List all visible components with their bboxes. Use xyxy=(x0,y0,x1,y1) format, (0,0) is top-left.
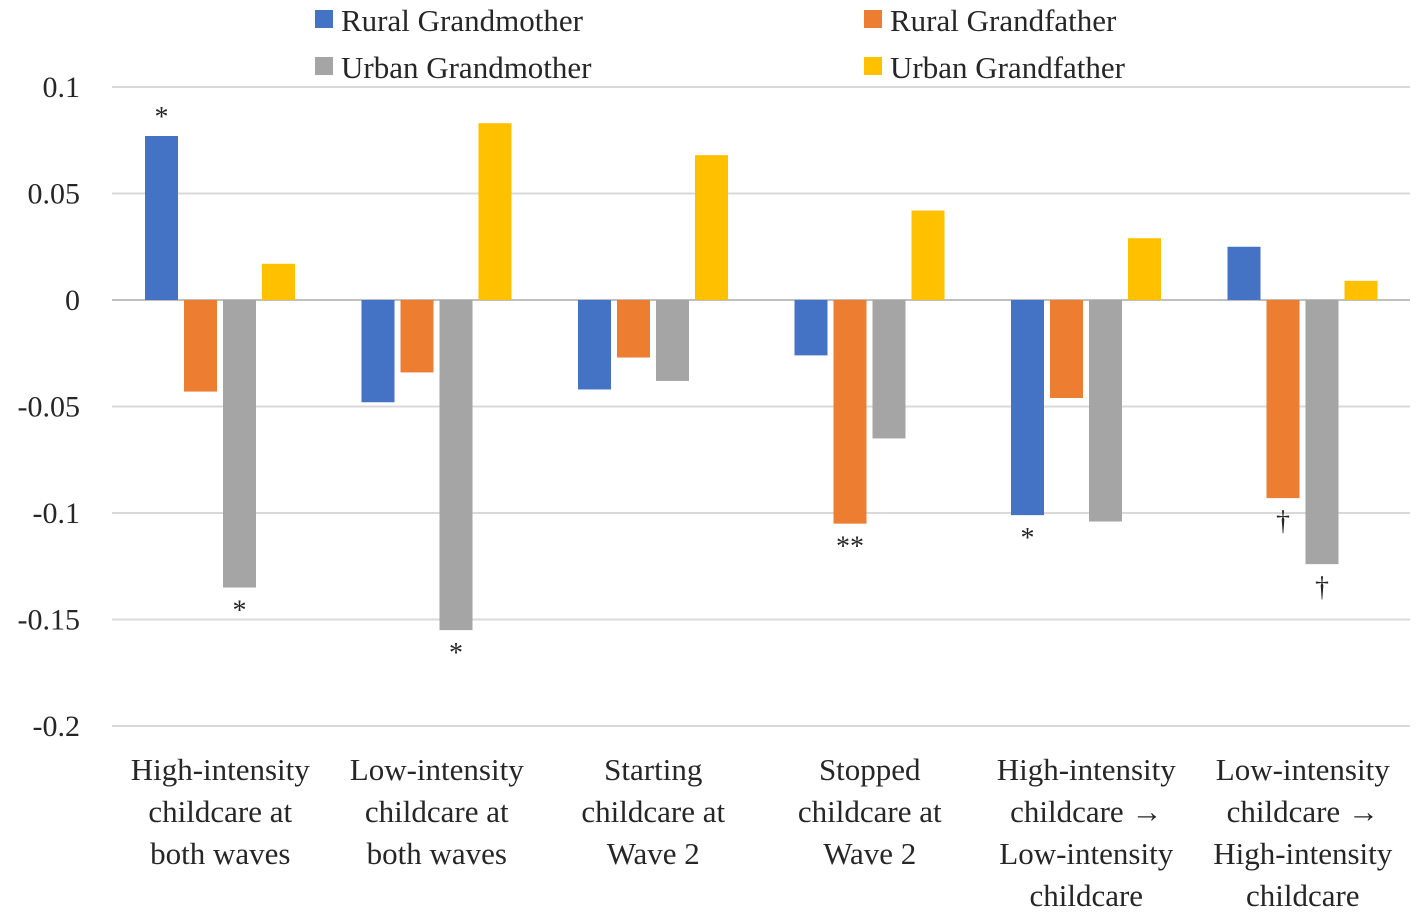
bar-rural-grandfather xyxy=(833,300,867,524)
category-label: Starting xyxy=(604,752,702,787)
bar-rural-grandmother xyxy=(145,135,178,300)
significance-marker: * xyxy=(155,102,169,133)
legend-swatch xyxy=(315,10,333,28)
bar-urban-grandmother xyxy=(656,300,689,381)
y-tick-label: -0.05 xyxy=(18,391,81,424)
category-label: childcare at xyxy=(148,794,292,829)
y-tick-label: 0.05 xyxy=(28,178,81,211)
bar-rural-grandmother xyxy=(361,300,395,403)
significance-marker: * xyxy=(233,596,247,627)
bar-rural-grandmother xyxy=(578,300,611,390)
category-label: Wave 2 xyxy=(607,836,700,871)
significance-marker: † xyxy=(1315,572,1329,603)
bar-urban-grandmother xyxy=(872,300,906,439)
category-label: High-intensity xyxy=(1213,836,1393,871)
y-axis: 0.1 0.05 0 -0.05 -0.1 -0.15 -0.2 xyxy=(18,71,81,743)
y-tick-label: -0.2 xyxy=(33,710,81,743)
legend-swatch xyxy=(864,57,882,75)
legend-label: Rural Grandmother xyxy=(341,3,584,38)
bar-urban-grandfather xyxy=(695,155,728,300)
category-label: childcare → xyxy=(1227,794,1379,829)
bar-urban-grandfather xyxy=(478,123,512,301)
category-label: High-intensity xyxy=(997,752,1177,787)
legend-swatch xyxy=(864,10,882,28)
category-label: childcare at xyxy=(581,794,725,829)
bar-rural-grandfather xyxy=(1266,300,1300,499)
category-label: Stopped xyxy=(819,752,921,787)
bar-urban-grandfather xyxy=(262,263,295,300)
bar-urban-grandfather xyxy=(1344,280,1378,300)
bar-rural-grandfather xyxy=(400,300,434,373)
significance-marker: * xyxy=(1021,523,1035,554)
bar-urban-grandmother xyxy=(1305,300,1339,565)
bar-rural-grandfather xyxy=(1050,300,1083,398)
category-label: both waves xyxy=(367,836,507,871)
y-tick-label: -0.15 xyxy=(18,604,81,637)
category-label: childcare → xyxy=(1010,794,1162,829)
gridlines xyxy=(112,86,1410,727)
category-label: childcare xyxy=(1029,878,1143,913)
bar-urban-grandfather xyxy=(1128,238,1161,300)
bar-rural-grandmother xyxy=(794,300,828,356)
category-label: childcare xyxy=(1246,878,1360,913)
category-label: Low-intensity xyxy=(350,752,524,787)
category-label: both waves xyxy=(150,836,290,871)
category-label: childcare at xyxy=(365,794,509,829)
significance-annotations: ***** *†† xyxy=(155,102,1330,669)
bar-rural-grandmother xyxy=(1011,300,1044,516)
legend-label: Urban Grandmother xyxy=(341,50,592,85)
category-label: childcare at xyxy=(798,794,942,829)
bars xyxy=(145,123,1378,631)
bar-rural-grandmother xyxy=(1227,246,1261,300)
category-label: Low-intensity xyxy=(1216,752,1390,787)
bar-rural-grandfather xyxy=(184,300,217,392)
bar-urban-grandfather xyxy=(911,210,945,300)
significance-marker: † xyxy=(1276,506,1290,537)
bar-rural-grandfather xyxy=(617,300,650,358)
legend-swatch xyxy=(315,57,333,75)
significance-marker: ** xyxy=(836,532,864,563)
category-label: High-intensity xyxy=(131,752,311,787)
significance-marker: * xyxy=(449,638,463,669)
bar-urban-grandmother xyxy=(223,300,256,588)
legend-label: Rural Grandfather xyxy=(890,3,1117,38)
bar-urban-grandmother xyxy=(439,300,473,631)
legend: Rural Grandmother Rural Grandfather Urban … xyxy=(315,3,1126,85)
bar-urban-grandmother xyxy=(1089,300,1122,522)
y-tick-label: -0.1 xyxy=(33,497,81,530)
x-axis-category-labels: High-intensity childcare at both waves Low-… xyxy=(131,752,1393,913)
category-label: Wave 2 xyxy=(823,836,916,871)
category-label: Low-intensity xyxy=(999,836,1173,871)
y-tick-label: 0 xyxy=(65,284,80,317)
y-tick-label: 0.1 xyxy=(43,71,81,104)
legend-label: Urban Grandfather xyxy=(890,50,1126,85)
